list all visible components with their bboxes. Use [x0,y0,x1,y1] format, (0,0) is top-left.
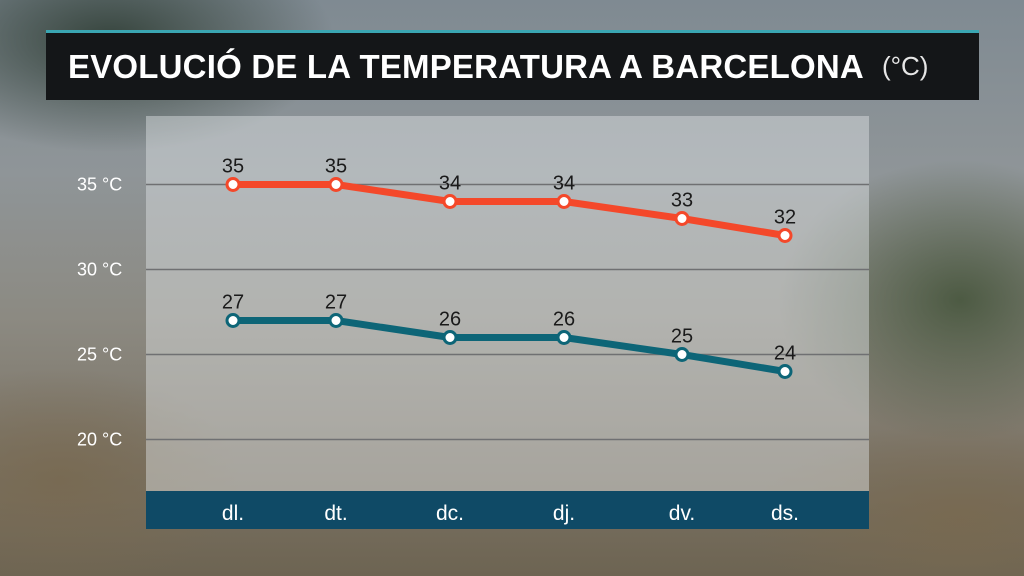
x-tick-label: dv. [669,502,695,525]
y-tick-label: 35 °C [77,175,122,195]
x-tick-label: dt. [324,502,347,525]
y-tick-label: 25 °C [77,345,122,365]
data-point [556,194,572,209]
data-label: 34 [439,173,461,195]
data-label: 35 [222,156,244,178]
data-label: 35 [325,156,347,178]
data-label: 26 [439,309,461,331]
data-point [328,313,344,328]
y-tick-label: 30 °C [77,260,122,280]
x-tick-label: ds. [771,502,799,525]
x-tick-label: dj. [553,502,575,525]
data-label: 32 [774,207,796,229]
data-point [225,177,241,192]
data-label: 34 [553,173,575,195]
data-label: 25 [671,326,693,348]
chart-unit: (°C) [881,51,929,81]
data-point [674,347,690,362]
plot-area [146,116,869,491]
data-point [674,211,690,226]
data-point [556,330,572,345]
data-point [442,330,458,345]
data-label: 26 [553,309,575,331]
data-label: 33 [671,190,693,212]
data-point [777,228,793,243]
data-label: 27 [325,292,347,314]
title-bar: EVOLUCIÓ DE LA TEMPERATURA A BARCELONA (… [46,30,979,100]
data-point [328,177,344,192]
x-tick-label: dl. [222,502,244,525]
data-point [777,364,793,379]
series-line [229,317,789,375]
data-label: 24 [774,343,796,365]
series-line [229,181,789,239]
y-tick-label: 20 °C [77,430,122,450]
data-point [442,194,458,209]
x-axis-bar [146,491,869,529]
data-label: 27 [222,292,244,314]
data-point [225,313,241,328]
chart-title: EVOLUCIÓ DE LA TEMPERATURA A BARCELONA [68,47,864,85]
x-tick-label: dc. [436,502,464,525]
